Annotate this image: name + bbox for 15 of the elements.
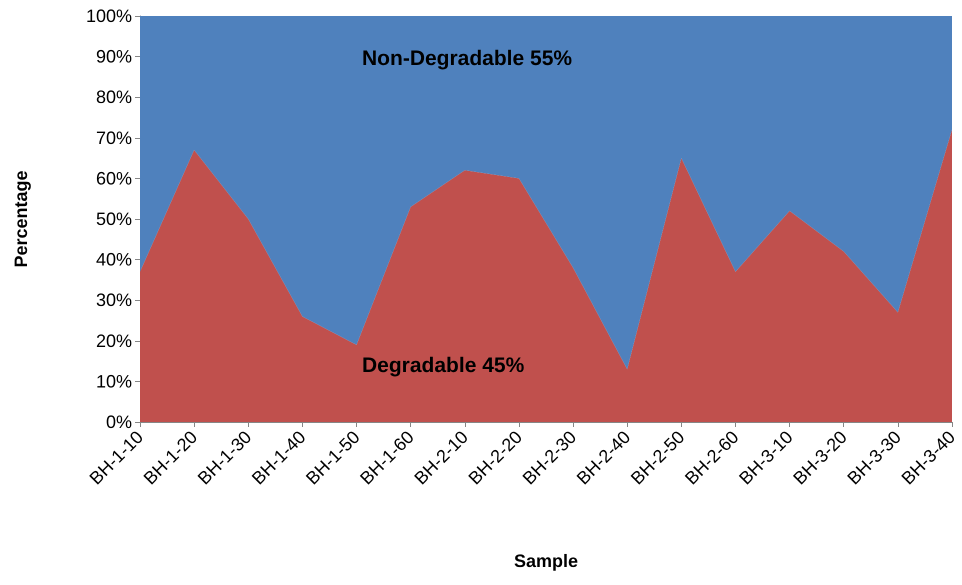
y-tick-label: 100% [86,6,132,26]
y-tick-label: 80% [96,87,132,108]
y-tick-label: 70% [96,128,132,148]
y-tick-label: 0% [106,412,132,432]
y-tick-label: 90% [96,46,132,67]
x-axis-title: Sample [514,551,578,571]
y-tick-label: 10% [96,371,132,392]
y-tick-label: 50% [96,209,132,229]
y-axis-title: Percentage [11,170,31,268]
y-tick-label: 30% [96,290,132,310]
y-tick-label: 40% [96,250,132,270]
y-tick-label: 60% [96,168,132,188]
y-tick-label: 20% [96,330,132,351]
annotation: Non-Degradable 55% [362,47,572,70]
annotation: Degradable 45% [362,354,525,377]
